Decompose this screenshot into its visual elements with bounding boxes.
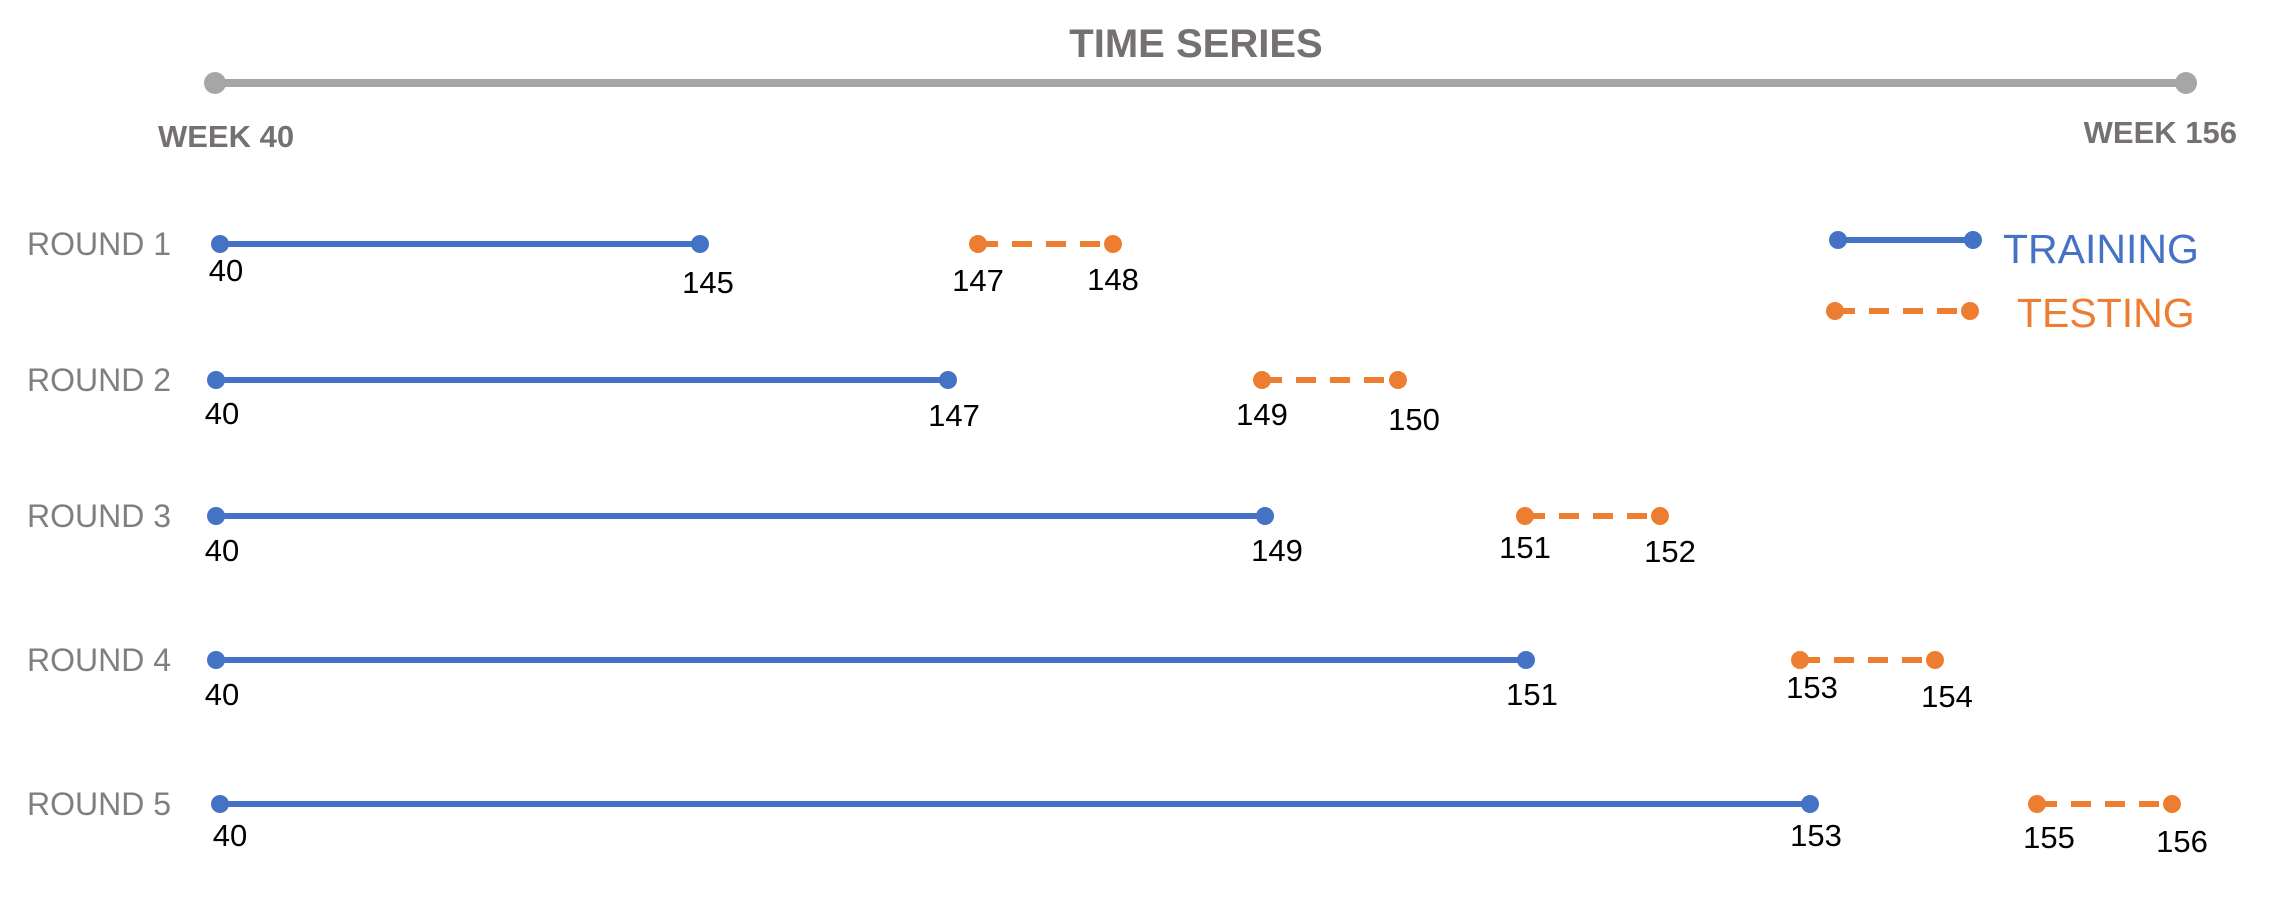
round-4-training-start-point [207,651,225,669]
round-4-training-start-label: 40 [205,677,239,712]
round-4-testing-start-label: 153 [1786,670,1838,705]
round-5-training-end-point [1801,795,1819,813]
legend: TRAINING TESTING [1826,226,2199,336]
round-3-testing-start-label: 151 [1499,530,1551,565]
round-2-training-end-label: 147 [928,398,980,433]
round-1-training-start-label: 40 [209,253,243,288]
round-1-label: ROUND 1 [27,226,171,262]
round-1-testing-end-label: 148 [1087,262,1139,297]
timeline-start-marker [204,72,226,94]
round-4-training-end-label: 151 [1506,677,1558,712]
round-2-testing-end-label: 150 [1388,402,1440,437]
round-2-label: ROUND 2 [27,362,171,398]
round-1-training-end-point [691,235,709,253]
legend-training-end-point [1964,231,1982,249]
legend-item-testing: TESTING [1826,290,2195,336]
round-2-testing-end-point [1389,371,1407,389]
legend-training-label: TRAINING [2003,226,2199,272]
round-4-testing-start-point [1791,651,1809,669]
diagram-title: TIME SERIES [1069,22,1322,66]
round-5-training-start-label: 40 [213,818,247,853]
round-2-training-start-point [207,371,225,389]
round-1-training-end-label: 145 [682,265,734,300]
round-1-training-start-point [211,235,229,253]
timeline-start-label: WEEK 40 [158,119,294,154]
round-3-training-start-point [207,507,225,525]
round-4-testing-end-point [1926,651,1944,669]
round-3-testing-start-point [1516,507,1534,525]
round-1-testing-start-point [969,235,987,253]
round-5-label: ROUND 5 [27,786,171,822]
round-5-testing-start-point [2028,795,2046,813]
legend-testing-start-point [1826,302,1844,320]
round-2-training-end-point [939,371,957,389]
legend-testing-end-point [1961,302,1979,320]
round-3-training-end-point [1256,507,1274,525]
legend-item-training: TRAINING [1829,226,2199,272]
round-1-testing-end-point [1104,235,1122,253]
round-5-row: ROUND 5 40 153 155 156 [27,786,2208,859]
legend-testing-label: TESTING [2017,290,2195,336]
timeline-end-marker [2175,72,2197,94]
round-3-testing-end-point [1651,507,1669,525]
round-3-training-end-label: 149 [1251,533,1303,568]
round-1-row: ROUND 1 40 145 147 148 [27,226,1139,300]
round-3-training-start-label: 40 [205,533,239,568]
round-3-testing-end-label: 152 [1644,534,1696,569]
round-4-testing-end-label: 154 [1921,679,1973,714]
round-5-training-end-label: 153 [1790,818,1842,853]
timeline-end-label: WEEK 156 [2084,115,2237,150]
round-2-row: ROUND 2 40 147 149 150 [27,362,1440,437]
round-3-row: ROUND 3 40 149 151 152 [27,498,1696,569]
round-2-training-start-label: 40 [205,396,239,431]
round-4-training-end-point [1517,651,1535,669]
round-5-testing-end-point [2163,795,2181,813]
round-2-testing-start-point [1253,371,1271,389]
legend-training-start-point [1829,231,1847,249]
round-3-label: ROUND 3 [27,498,171,534]
round-5-testing-start-label: 155 [2023,820,2075,855]
round-5-testing-end-label: 156 [2156,824,2208,859]
round-5-training-start-point [211,795,229,813]
round-4-row: ROUND 4 40 151 153 154 [27,642,1973,714]
round-2-testing-start-label: 149 [1236,397,1288,432]
round-1-testing-start-label: 147 [952,263,1004,298]
round-4-label: ROUND 4 [27,642,171,678]
